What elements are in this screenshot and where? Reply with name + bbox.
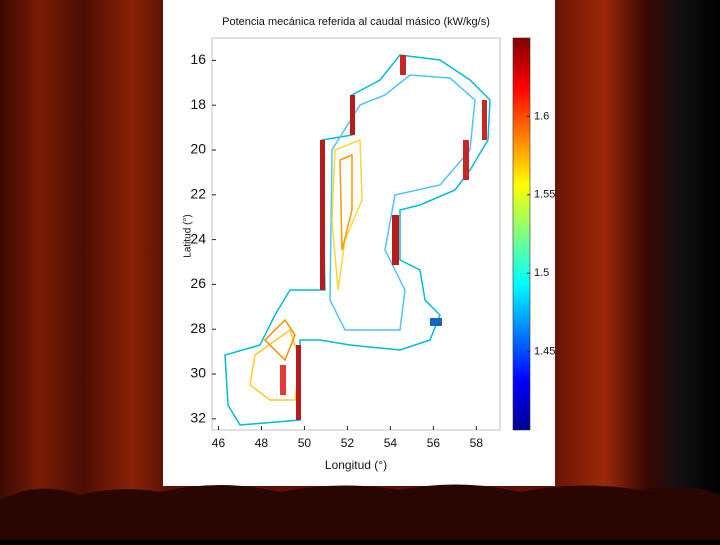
y-tick-label: 24 <box>190 230 206 246</box>
y-tick-label: 32 <box>190 410 206 426</box>
colorbar-tick-label: 1.45 <box>534 346 555 358</box>
x-tick-label: 46 <box>212 436 226 450</box>
x-tick-label: 58 <box>470 436 484 450</box>
contour-field <box>224 54 491 426</box>
y-tick-label: 20 <box>190 141 206 157</box>
y-tick-label: 28 <box>190 320 206 336</box>
chart-title: Potencia mecánica referida al caudal más… <box>222 16 490 28</box>
y-tick-label: 26 <box>190 275 206 291</box>
y-tick-label: 16 <box>190 51 206 67</box>
x-tick-label: 54 <box>384 436 398 450</box>
colorbar <box>512 37 531 431</box>
curtain-left <box>0 0 165 540</box>
x-tick-label: 56 <box>427 436 441 450</box>
y-tick-label: 22 <box>190 186 206 202</box>
colorbar-tick-label: 1.5 <box>534 267 549 279</box>
x-axis-label: Longitud (°) <box>325 458 387 472</box>
y-tick-label: 30 <box>190 365 206 381</box>
plot-frame <box>211 37 501 431</box>
colorbar-tick-label: 1.6 <box>534 110 549 122</box>
x-tick-label: 50 <box>298 436 312 450</box>
curtain-valance <box>0 484 720 540</box>
x-tick-label: 48 <box>255 436 269 450</box>
curtain-right <box>555 0 720 540</box>
y-tick-label: 18 <box>190 96 206 112</box>
x-tick-label: 52 <box>341 436 355 450</box>
y-axis-label: Latitud (°) <box>183 214 194 257</box>
colorbar-tick-label: 1.55 <box>534 189 555 201</box>
